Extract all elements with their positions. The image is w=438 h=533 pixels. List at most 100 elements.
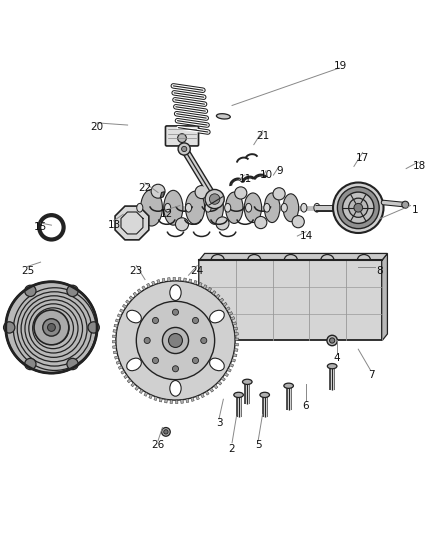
Circle shape [209,194,220,204]
Polygon shape [129,296,133,300]
Circle shape [343,192,374,223]
Polygon shape [218,381,222,385]
Circle shape [88,322,99,333]
Polygon shape [203,285,207,289]
Circle shape [4,322,15,333]
Polygon shape [199,254,388,260]
Ellipse shape [210,358,224,370]
Ellipse shape [235,187,247,199]
Polygon shape [216,294,220,298]
Ellipse shape [206,191,223,224]
Polygon shape [149,394,152,399]
Text: 6: 6 [303,401,309,411]
Polygon shape [126,300,130,304]
Polygon shape [135,386,139,390]
Ellipse shape [254,216,267,229]
Text: 23: 23 [130,266,143,276]
Text: 19: 19 [334,61,347,71]
Ellipse shape [314,204,320,212]
Text: 5: 5 [255,440,261,450]
Polygon shape [235,343,239,346]
Circle shape [164,430,168,434]
Polygon shape [113,341,116,343]
Polygon shape [191,398,194,401]
Polygon shape [186,399,189,402]
Polygon shape [198,282,202,286]
Text: 2: 2 [229,445,235,454]
Ellipse shape [301,204,307,212]
Ellipse shape [216,114,230,119]
Circle shape [169,334,183,348]
Ellipse shape [283,194,299,222]
Polygon shape [234,327,238,330]
Polygon shape [208,287,212,292]
Text: 10: 10 [260,170,273,180]
Circle shape [47,324,55,332]
Ellipse shape [185,191,205,224]
Ellipse shape [273,188,285,200]
Text: 24: 24 [191,266,204,276]
Polygon shape [184,278,187,282]
Polygon shape [127,379,131,383]
Text: 20: 20 [91,122,104,132]
Circle shape [67,285,78,296]
Polygon shape [194,280,197,285]
Text: 15: 15 [34,222,47,232]
Circle shape [152,318,159,324]
Polygon shape [201,393,205,398]
Ellipse shape [127,358,141,370]
Circle shape [43,319,60,336]
Ellipse shape [151,184,165,198]
Polygon shape [117,314,121,318]
Ellipse shape [234,392,244,398]
Polygon shape [229,312,233,316]
Text: 21: 21 [256,131,269,141]
Circle shape [144,337,150,344]
Polygon shape [115,206,149,240]
Polygon shape [231,317,235,320]
Ellipse shape [210,310,224,323]
Circle shape [25,285,36,296]
Circle shape [402,201,409,208]
Text: 26: 26 [152,440,165,450]
Polygon shape [120,309,124,313]
Polygon shape [232,359,236,362]
Polygon shape [118,366,123,369]
Polygon shape [210,388,214,392]
Text: 13: 13 [108,220,121,230]
Circle shape [173,309,179,315]
Polygon shape [114,324,118,327]
Ellipse shape [170,381,181,396]
Circle shape [354,204,363,212]
Circle shape [6,282,97,373]
Circle shape [116,281,235,400]
Polygon shape [144,392,148,397]
Circle shape [136,301,215,379]
Circle shape [34,310,69,345]
Ellipse shape [281,204,287,212]
Ellipse shape [284,383,293,389]
Circle shape [201,337,207,344]
Polygon shape [212,290,216,295]
Circle shape [152,358,159,364]
Ellipse shape [260,392,269,398]
Polygon shape [154,397,157,401]
Polygon shape [113,351,117,354]
Circle shape [173,366,179,372]
Circle shape [327,335,337,346]
Polygon shape [131,383,135,387]
Polygon shape [205,391,209,395]
Polygon shape [162,278,165,282]
Ellipse shape [205,204,211,212]
Text: 7: 7 [368,370,374,381]
Polygon shape [227,368,231,372]
Circle shape [337,187,379,229]
Circle shape [162,327,188,353]
Polygon shape [165,399,167,403]
Polygon shape [189,279,192,283]
Ellipse shape [195,185,208,199]
Text: 1: 1 [412,205,418,215]
Polygon shape [133,292,137,296]
Circle shape [178,134,186,142]
Text: 4: 4 [333,353,340,363]
